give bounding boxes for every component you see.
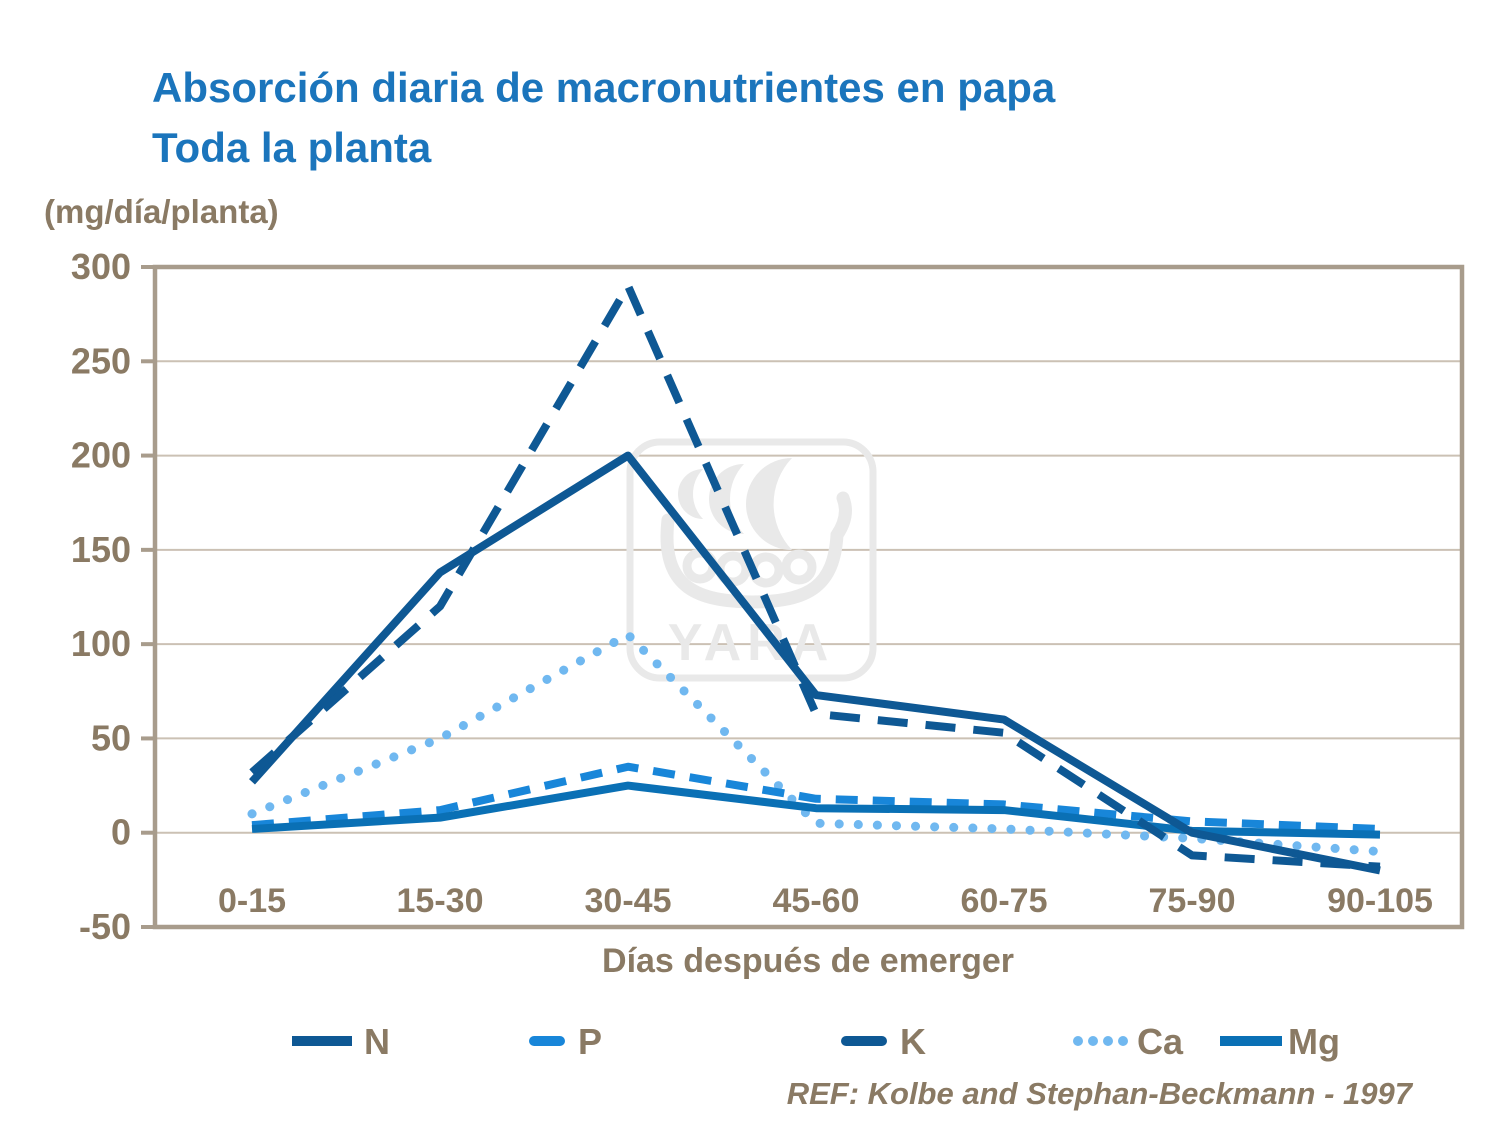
x-tick-label: 30-45: [585, 882, 672, 920]
x-tick-label: 90-105: [1327, 882, 1433, 920]
x-tick-label: 60-75: [961, 882, 1048, 920]
legend-marker-Ca: [1088, 1036, 1098, 1046]
legend-label-P: P: [578, 1021, 602, 1062]
watermark-ship-hull-icon: [660, 491, 852, 609]
plot-border: [152, 264, 1465, 930]
x-tick-label: 15-30: [397, 882, 484, 920]
y-tick-label: 200: [71, 435, 131, 476]
legend-item-Ca: Ca: [1073, 1021, 1184, 1062]
legend-item-K: K: [841, 1021, 926, 1062]
watermark-box: [626, 438, 877, 682]
y-tick-label: 50: [91, 717, 131, 758]
watermark-crescent-icon: [746, 458, 792, 550]
y-tick-label: 0: [111, 812, 131, 853]
watermark-crescent-icon: [678, 469, 703, 519]
chart-title: Absorción diaria de macronutrientes en p…: [152, 58, 1055, 178]
x-tick-label: 75-90: [1149, 882, 1236, 920]
legend-label-K: K: [900, 1021, 926, 1062]
y-tick-label: -50: [79, 906, 131, 947]
y-tick-label: 250: [71, 340, 131, 381]
watermark-shield-icon: [781, 549, 817, 585]
x-tick-label: 45-60: [773, 882, 860, 920]
x-tick-label: 0-15: [218, 882, 286, 920]
legend-marker-Ca: [1103, 1036, 1113, 1046]
series-Ca-line: [247, 630, 1385, 857]
legend-label-N: N: [364, 1021, 390, 1062]
series-P-line: [251, 762, 1381, 833]
series-N-line: [249, 451, 1381, 875]
legend-label-Mg: Mg: [1288, 1021, 1340, 1062]
y-tick-label: 150: [71, 529, 131, 570]
legend-marker-Ca: [1118, 1036, 1128, 1046]
x-axis-title: Días después de emerger: [602, 942, 1014, 980]
y-tick-label: 300: [71, 246, 131, 287]
y-tick-label: 100: [71, 623, 131, 664]
reference-citation: REF: Kolbe and Stephan-Beckmann - 1997: [786, 1076, 1412, 1111]
legend-item-Mg: Mg: [1220, 1021, 1340, 1062]
legend-item-N: N: [292, 1021, 390, 1062]
watermark-text: YARA: [668, 614, 835, 672]
series-K-line: [249, 281, 1381, 871]
y-axis-unit-label: (mg/día/planta): [44, 193, 279, 230]
chart-title-line2: Toda la planta: [152, 124, 432, 171]
legend-item-P: P: [529, 1021, 602, 1062]
legend-marker-Ca: [1073, 1036, 1083, 1046]
legend: N P K Ca Mg: [292, 1021, 1340, 1062]
legend-label-Ca: Ca: [1137, 1021, 1184, 1062]
chart-title-line1: Absorción diaria de macronutrientes en p…: [152, 64, 1056, 111]
